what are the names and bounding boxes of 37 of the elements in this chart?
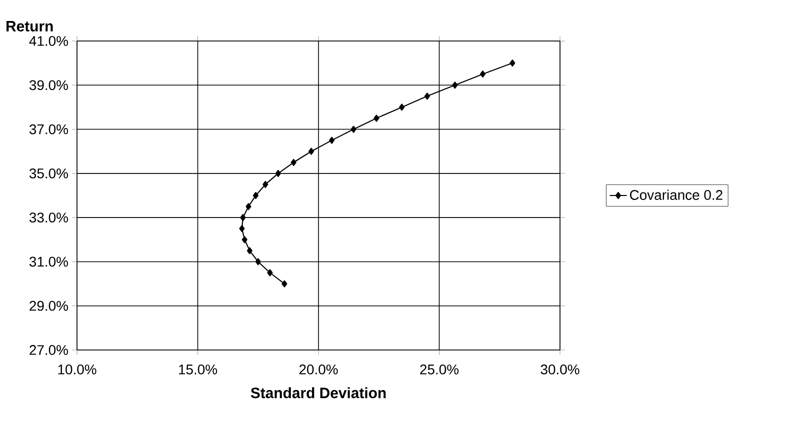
legend-label: Covariance 0.2 <box>630 190 722 200</box>
point <box>282 280 288 288</box>
x-tick-label: 25.0% <box>420 364 459 374</box>
point <box>240 214 246 222</box>
point <box>424 92 430 100</box>
point <box>374 114 380 122</box>
point <box>399 104 405 111</box>
y-tick-label: 35.0% <box>29 168 68 178</box>
y-tick-label: 31.0% <box>29 256 68 267</box>
y-tick-label: 39.0% <box>29 80 68 90</box>
point <box>480 70 486 78</box>
y-axis-title: Return <box>6 21 53 32</box>
point <box>275 170 281 177</box>
point <box>246 202 252 210</box>
point <box>452 82 458 89</box>
point <box>242 236 248 244</box>
y-tick-label: 41.0% <box>29 36 68 46</box>
point <box>252 192 259 200</box>
point <box>255 258 261 266</box>
x-tick-label: 30.0% <box>540 364 580 374</box>
point <box>239 225 245 232</box>
point <box>328 136 335 144</box>
y-tick-label: 27.0% <box>30 345 68 355</box>
point <box>290 158 296 166</box>
x-axis-title: Standard Deviation <box>250 387 386 398</box>
y-tick-label: 37.0% <box>29 124 68 134</box>
point <box>308 148 314 155</box>
point <box>246 247 252 254</box>
y-tick-label: 33.0% <box>29 212 68 223</box>
y-tick-label: 29.0% <box>30 300 68 311</box>
point <box>350 126 356 133</box>
x-tick-label: 15.0% <box>179 364 218 374</box>
x-tick-label: 10.0% <box>58 364 96 374</box>
point <box>510 60 516 67</box>
point <box>262 180 268 188</box>
x-tick-label: 20.0% <box>299 364 338 374</box>
point <box>267 269 273 276</box>
